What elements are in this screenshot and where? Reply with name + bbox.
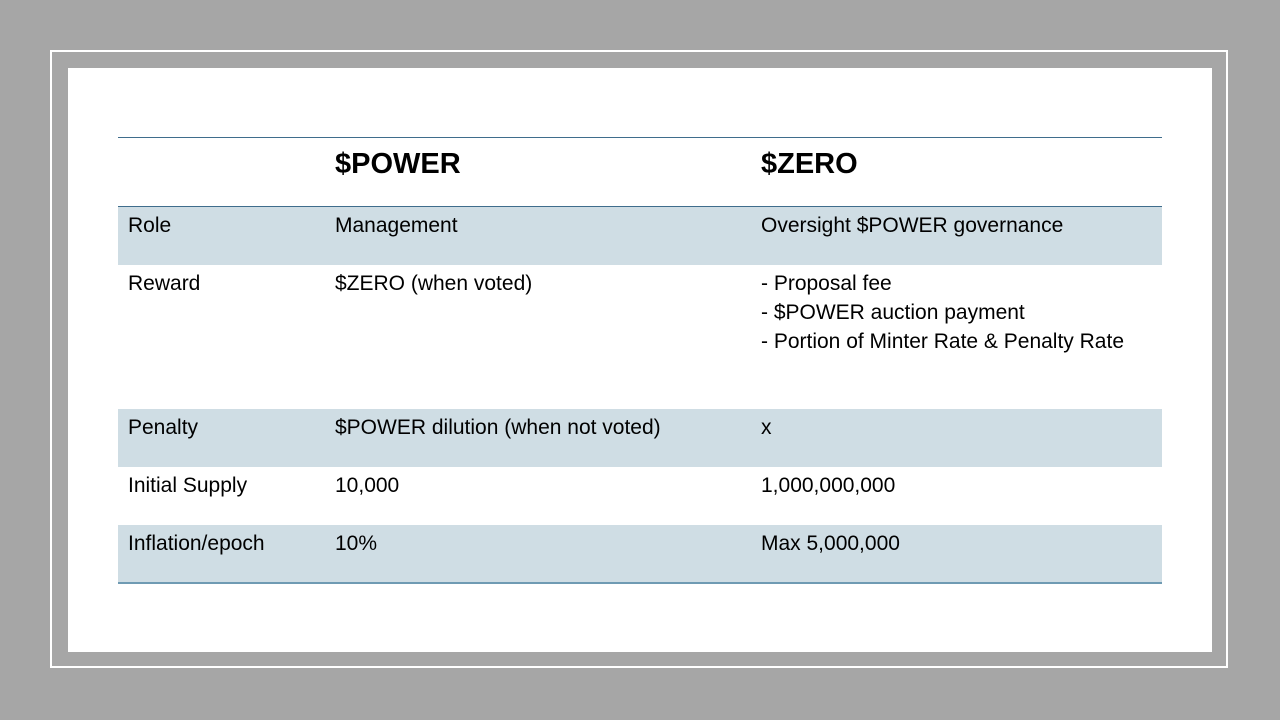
header-power: $POWER [325, 137, 751, 207]
header-zero: $ZERO [751, 137, 1162, 207]
table-row-penalty: Penalty $POWER dilution (when not voted)… [118, 408, 1162, 467]
table-row-initial-supply: Initial Supply 10,000 1,000,000,000 [118, 467, 1162, 525]
table-header-row: $POWER $ZERO [118, 137, 1162, 207]
row-label-penalty: Penalty [118, 408, 325, 467]
row-label-inflation: Inflation/epoch [118, 524, 325, 584]
reward-line-2: - $POWER auction payment [761, 300, 1025, 324]
slide: $POWER $ZERO Role Management Oversight $… [68, 68, 1212, 652]
cell-power-reward: $ZERO (when voted) [335, 271, 533, 295]
comparison-table: $POWER $ZERO Role Management Oversight $… [118, 137, 1162, 584]
cell-zero-penalty: x [751, 408, 1162, 467]
row-label-reward: Reward [128, 271, 201, 295]
table-row-role: Role Management Oversight $POWER governa… [118, 206, 1162, 265]
row-label-role: Role [118, 206, 325, 265]
cell-zero-reward: - Proposal fee - $POWER auction payment … [751, 265, 1162, 409]
cell-zero-role: Oversight $POWER governance [751, 206, 1162, 265]
cell-zero-inflation: Max 5,000,000 [751, 524, 1162, 584]
reward-line-3: - Portion of Minter Rate & Penalty Rate [761, 329, 1124, 353]
cell-power-role: Management [325, 206, 751, 265]
cell-power-penalty: $POWER dilution (when not voted) [325, 408, 751, 467]
cell-zero-initial-supply: 1,000,000,000 [761, 473, 896, 497]
slide-frame [50, 50, 1228, 668]
table-row-inflation: Inflation/epoch 10% Max 5,000,000 [118, 524, 1162, 584]
table-row-reward: Reward $ZERO (when voted) - Proposal fee… [118, 265, 1162, 409]
row-label-initial-supply: Initial Supply [128, 473, 248, 497]
header-empty [118, 137, 325, 207]
cell-power-initial-supply: 10,000 [335, 473, 400, 497]
reward-line-1: - Proposal fee [761, 271, 892, 295]
cell-power-inflation: 10% [325, 524, 751, 584]
